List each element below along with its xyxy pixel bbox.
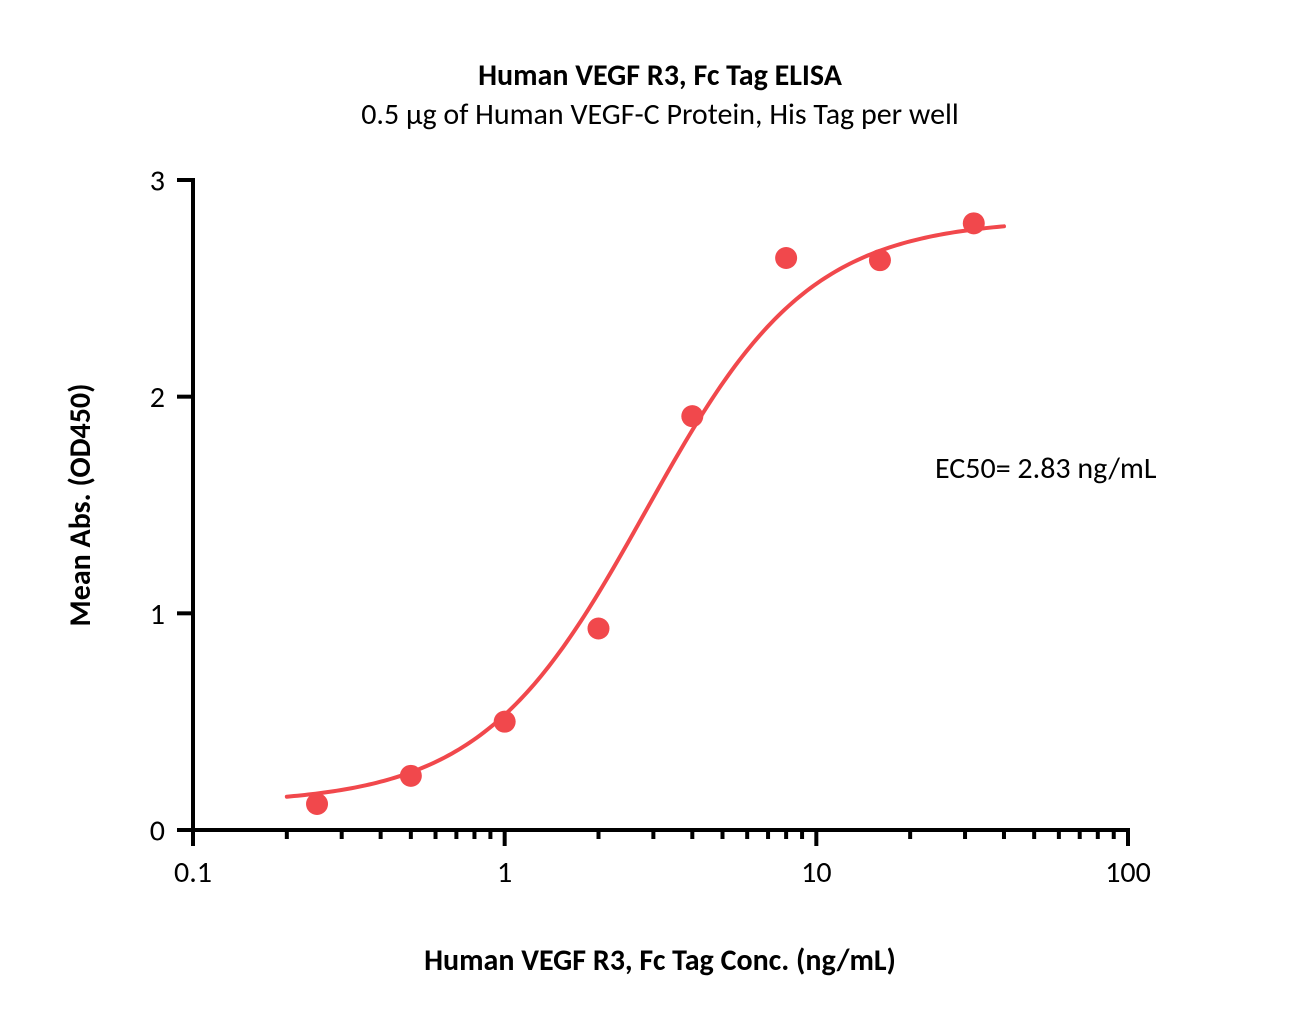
chart-title: Human VEGF R3, Fc Tag ELISA	[478, 57, 843, 94]
x-tick-label: 10	[801, 854, 831, 891]
data-point	[400, 765, 422, 787]
x-tick-label: 100	[1105, 854, 1151, 891]
data-point	[681, 405, 703, 427]
data-point	[587, 618, 609, 640]
ec50-annotation: EC50= 2.83 ng/mL	[935, 450, 1157, 487]
x-axis-label: Human VEGF R3, Fc Tag Conc. (ng/mL)	[424, 942, 896, 979]
data-point	[963, 212, 985, 234]
x-tick-label: 1	[497, 854, 512, 891]
data-point	[494, 711, 516, 733]
x-tick-label: 0.1	[174, 854, 212, 891]
chart-subtitle: 0.5 μg of Human VEGF-C Protein, His Tag …	[361, 96, 959, 133]
y-tick-label: 3	[150, 163, 165, 200]
data-point	[869, 249, 891, 271]
y-tick-label: 1	[150, 596, 165, 633]
data-point	[775, 247, 797, 269]
y-tick-label: 2	[150, 379, 165, 416]
y-tick-label: 0	[150, 813, 165, 850]
y-axis-label: Mean Abs. (OD450)	[62, 384, 99, 627]
elisa-chart: Human VEGF R3, Fc Tag ELISA0.5 μg of Hum…	[0, 0, 1306, 1032]
data-point	[306, 793, 328, 815]
